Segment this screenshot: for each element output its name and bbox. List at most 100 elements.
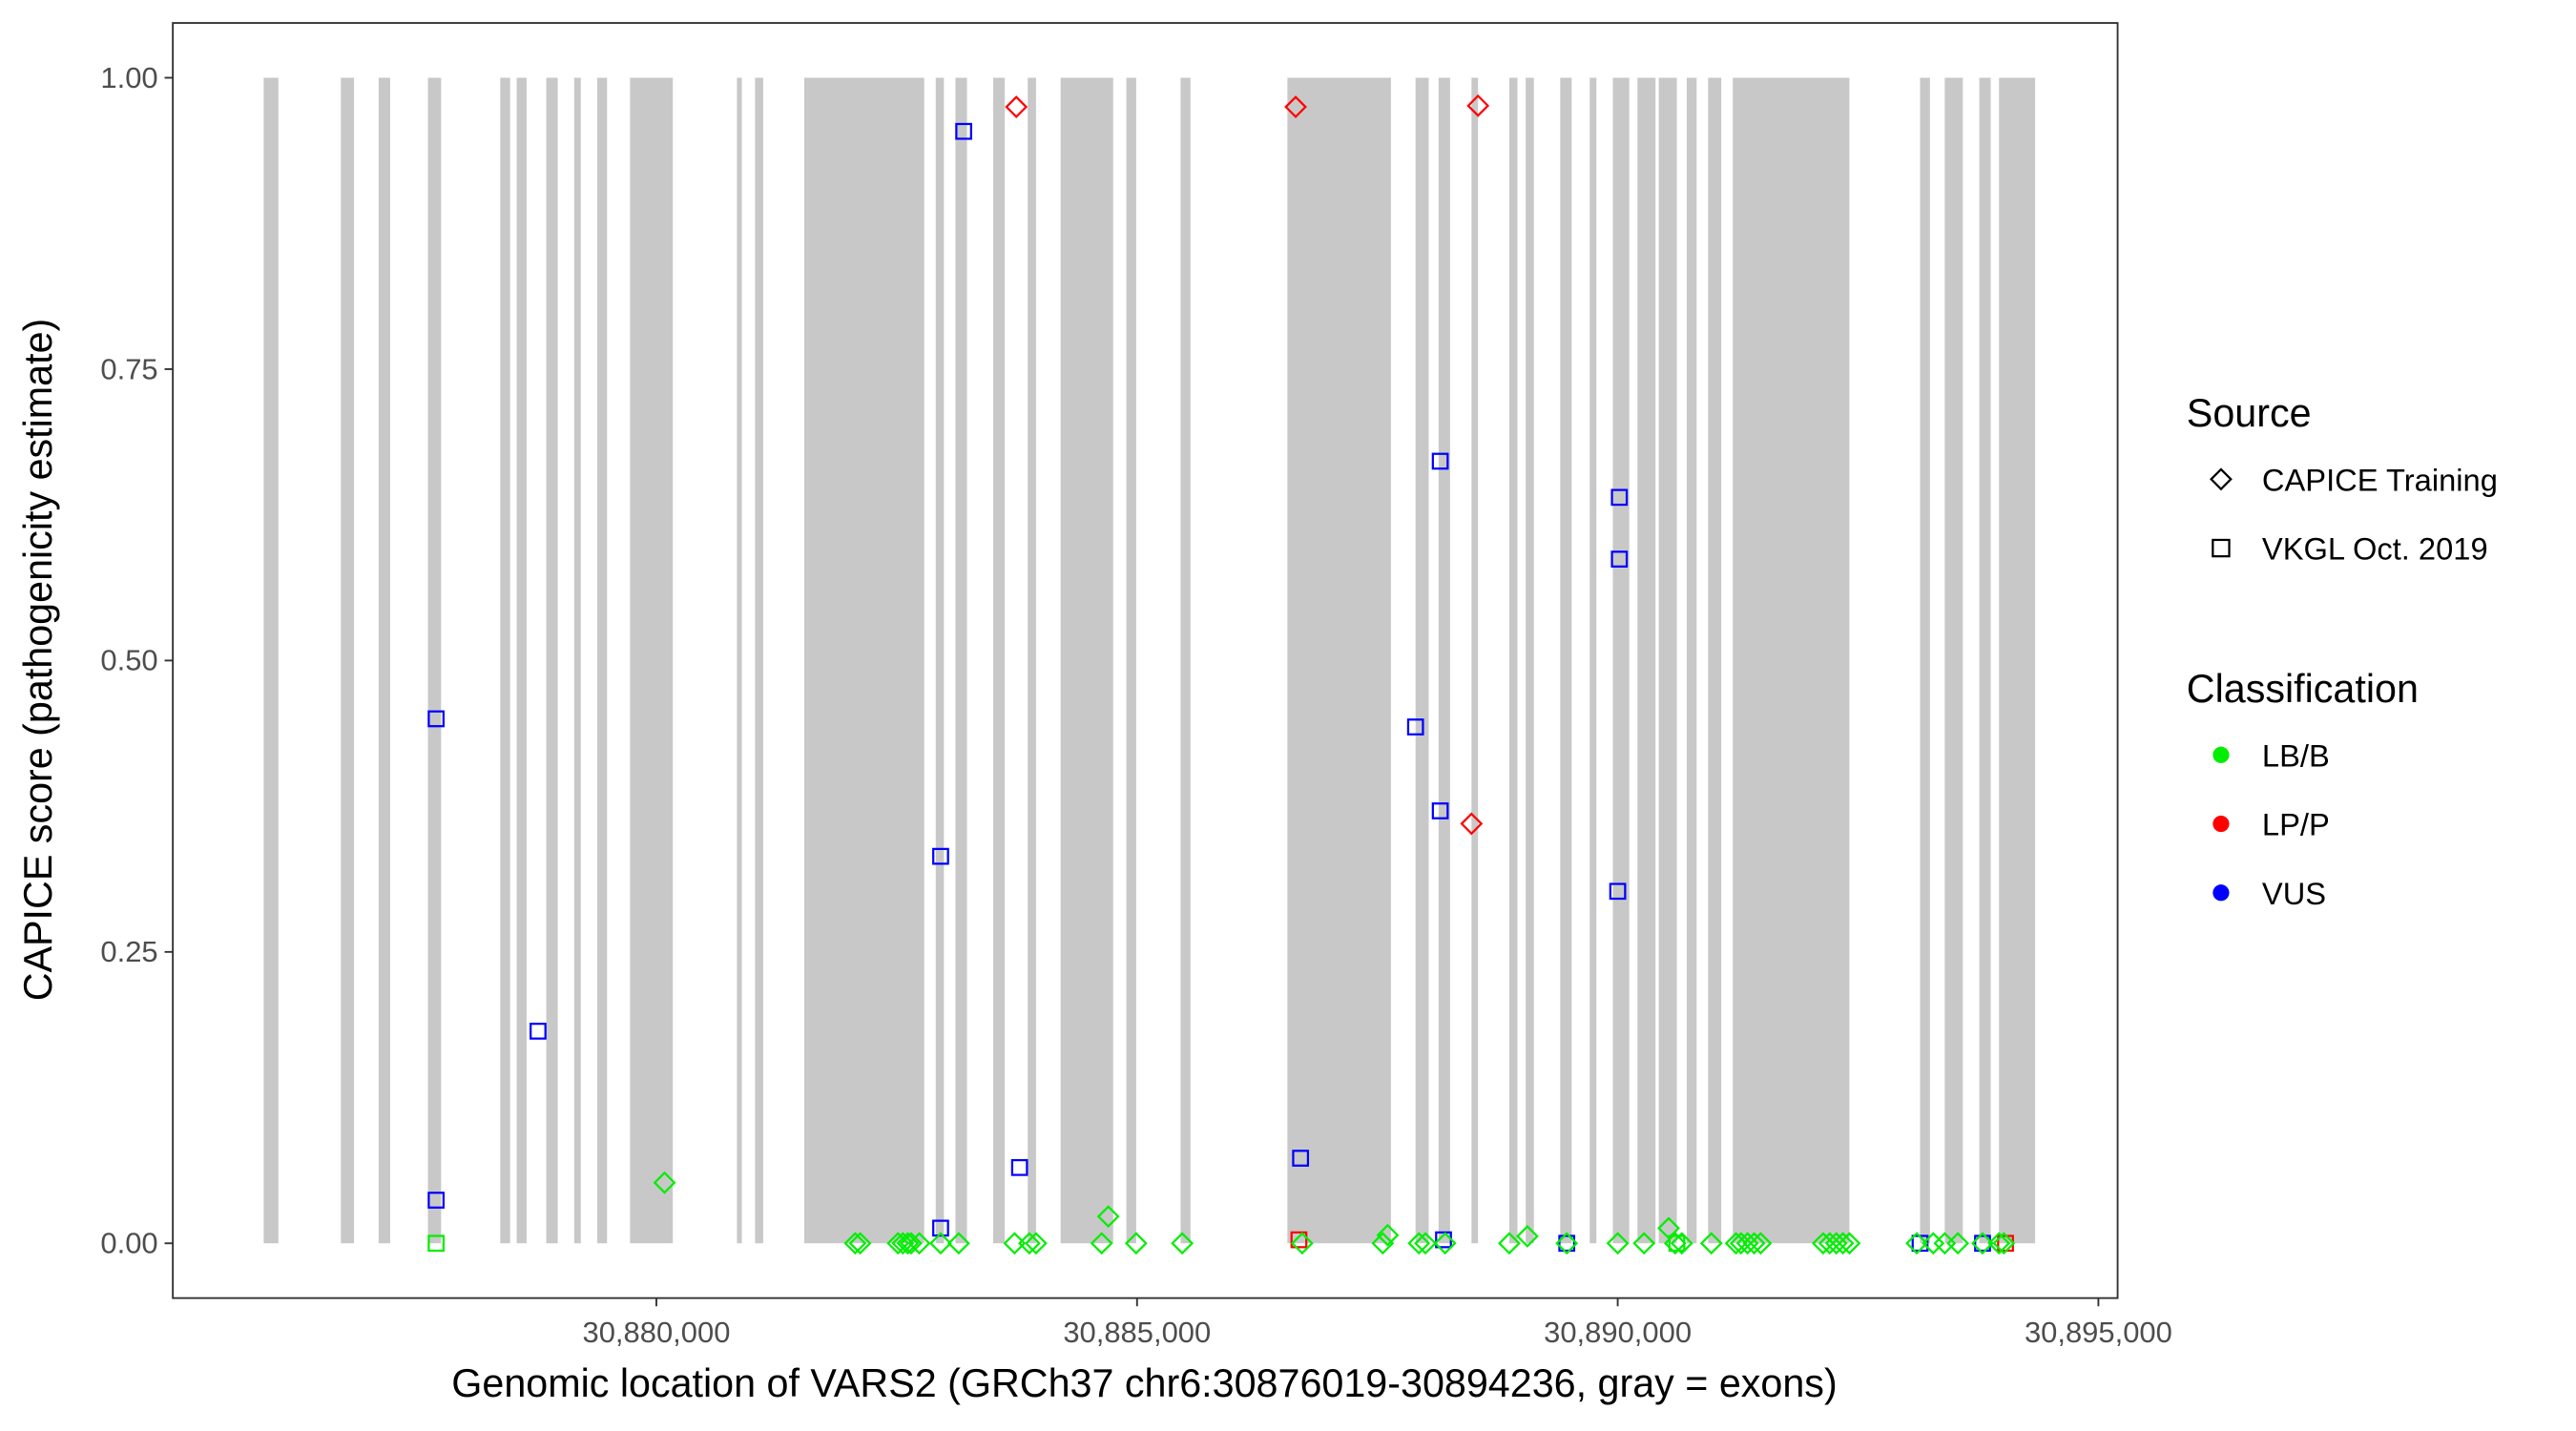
legend-item-lbb: LB/B [2262,737,2330,773]
square-point [530,1023,547,1040]
diamond-point [1992,1232,2016,1255]
diamond-point [1724,1232,1748,1255]
exon-band [1180,77,1191,1244]
diamond-point [1371,1232,1395,1255]
diamond-point [1632,1232,1656,1255]
legend-vus-dot [2212,884,2230,902]
exon-band [573,77,581,1244]
x-axis-title: Genomic location of VARS2 (GRCh37 chr6:3… [451,1361,1837,1405]
square-point [1609,882,1627,901]
exon-band [1658,77,1677,1244]
exon-band [1438,77,1450,1244]
diamond-point [1466,93,1490,117]
exon-band [955,77,967,1244]
diamond-point [1124,1232,1148,1255]
square-point [955,122,972,140]
square-point [1558,1234,1576,1253]
diamond-point [1005,95,1028,118]
exon-band [378,77,390,1244]
x-tick-label: 30,885,000 [1063,1316,1211,1349]
exon-band [516,77,527,1244]
square-point [427,710,445,728]
exon-band [935,77,945,1244]
y-tick-label: 0.50 [100,644,157,677]
x-tick-label: 30,880,000 [583,1316,731,1349]
x-axis: 30,880,000 30,885,000 30,890,000 30,895,000 [583,1297,2172,1349]
diamond-point [1414,1232,1437,1255]
diamond-point [1606,1232,1630,1255]
legend-diamond-icon [2210,467,2233,491]
square-point [932,847,949,865]
diamond-point [907,1232,931,1255]
diamond-point [1971,1232,1994,1255]
exon-band [630,77,674,1244]
x-tick-label: 30,890,000 [1544,1316,1692,1349]
diamond-point [1699,1232,1723,1255]
y-tick-label: 1.00 [100,61,157,94]
legend-lbb-dot [2212,746,2230,763]
diamond-point [1498,1232,1521,1255]
exon-band [1999,77,2036,1244]
square-point [1610,550,1629,568]
legend-item-lpp: LP/P [2262,807,2330,842]
exon-band [546,77,558,1244]
exon-band [1589,77,1597,1244]
exon-band [427,77,442,1244]
exon-band [1471,77,1479,1244]
legend-class-title: Classification [2187,667,2419,711]
square-point [932,1219,949,1237]
diamond-point [1749,1232,1773,1255]
diamond-point [1018,1232,1041,1255]
y-tick-label: 0.00 [100,1227,157,1260]
exon-band [755,77,763,1244]
square-point [427,1192,445,1209]
diamond-point [653,1171,676,1194]
exon-bands [263,77,2036,1244]
legend-source-title: Source [2187,391,2312,435]
y-tick-label: 0.25 [100,935,157,968]
exon-band [1028,77,1036,1244]
square-point [1290,1231,1308,1249]
diamond-point [891,1232,915,1255]
diamond-point [1090,1232,1113,1255]
exon-band [1560,77,1572,1244]
y-axis: 0.00 0.25 0.50 0.75 1.00 [100,61,174,1260]
diamond-point [929,1232,952,1255]
square-point [1010,1158,1028,1176]
diamond-point [848,1232,872,1255]
diamond-point [1838,1232,1861,1255]
exon-band [1944,77,1963,1244]
exon-band [737,77,742,1244]
diamond-point [1290,1232,1314,1255]
exon-band [500,77,510,1244]
diamond-point [1460,812,1484,836]
exon-band [1126,77,1136,1244]
legend-item-vus: VUS [2262,876,2326,911]
diamond-point [1024,1232,1048,1255]
legend-item-capice: CAPICE Training [2262,462,2498,497]
y-axis-title: CAPICE score (pathogenicity estimate) [16,319,60,1002]
diamond-point [900,1232,923,1255]
exon-band [597,77,608,1244]
diamond-point [843,1232,867,1255]
diamond-point [1407,1232,1431,1255]
diamond-point [1376,1223,1400,1247]
legend: Source CAPICE Training VKGL Oct. 2019 Cl… [2187,391,2498,911]
exon-band [1979,77,1991,1244]
diamond-point [1670,1232,1693,1255]
diamond-point [1284,95,1307,118]
square-point [1610,488,1629,507]
diamond-point [1003,1232,1027,1255]
exon-band [1733,77,1850,1244]
legend-lpp-dot [2212,815,2230,833]
square-point [1292,1150,1310,1167]
diamond-point [1515,1225,1539,1248]
diamond-point [1555,1232,1579,1255]
exon-band [1637,77,1656,1244]
diamond-point [1742,1232,1766,1255]
exon-band [993,77,1006,1244]
diamond-point [1657,1216,1680,1240]
diamond-point [1987,1232,2011,1255]
exon-band [803,77,924,1244]
